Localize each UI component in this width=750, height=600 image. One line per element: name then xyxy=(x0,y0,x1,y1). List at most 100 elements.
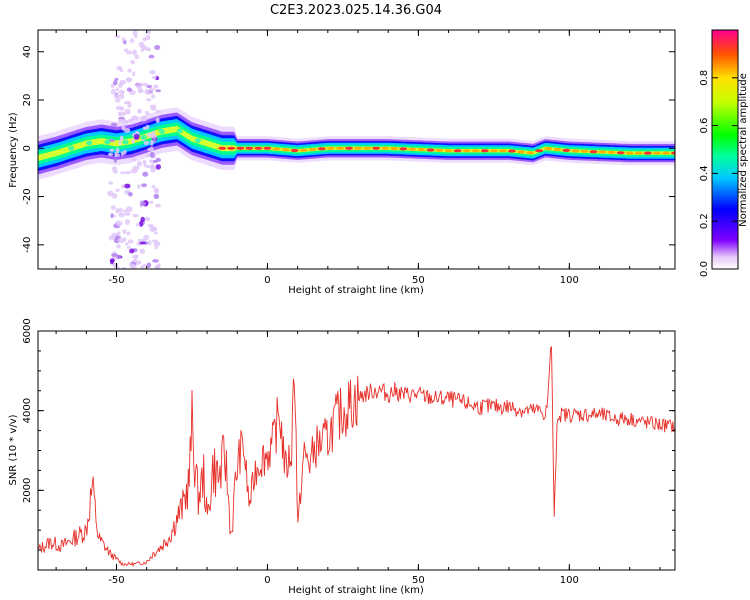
snr-panel: -50 0 50 100 2000 4000 6000 Height of straight… xyxy=(8,318,676,596)
noise-speckle xyxy=(145,35,151,41)
colorbar-frame xyxy=(711,29,739,270)
noise-speckle xyxy=(125,77,133,81)
noise-speckle xyxy=(145,153,150,158)
spectrogram-y-axis-label: Frequency (Hz) xyxy=(8,112,19,188)
noise-speckle xyxy=(110,83,115,88)
ridge-peak xyxy=(535,149,544,153)
noise-speckle xyxy=(149,70,156,75)
ridge-peak xyxy=(176,128,183,134)
noise-speckle xyxy=(146,262,152,268)
ridge-peak xyxy=(254,146,263,150)
ridge-peak xyxy=(652,151,661,155)
noise-speckle xyxy=(131,138,135,144)
noise-speckle xyxy=(125,242,129,246)
noise-speckle xyxy=(152,259,159,263)
ridge-peak xyxy=(462,149,471,153)
noise-speckle xyxy=(140,216,145,222)
noise-speckle xyxy=(155,89,162,93)
snr-x-axis-label: Height of straight line (km) xyxy=(288,585,424,596)
noise-speckle xyxy=(125,206,133,213)
noise-speckle xyxy=(142,171,149,177)
noise-speckle xyxy=(118,212,125,218)
colorbar-tick-label: 0.4 xyxy=(699,165,710,181)
noise-speckle xyxy=(107,152,114,157)
spectrogram-heatmap xyxy=(38,30,675,269)
x-tick-label: 0 xyxy=(264,575,270,586)
noise-speckle xyxy=(107,190,114,197)
noise-speckle xyxy=(131,115,138,121)
noise-speckle xyxy=(141,183,148,188)
ridge-peak xyxy=(616,151,625,155)
noise-speckle xyxy=(119,93,125,100)
y-tick-label: 2000 xyxy=(22,478,33,503)
noise-speckle xyxy=(134,34,138,39)
noise-speckle xyxy=(118,118,123,123)
noise-speckle xyxy=(148,54,155,59)
ridge-peak xyxy=(517,150,525,154)
ridge-peak xyxy=(471,149,480,153)
ridge-peak xyxy=(553,147,562,152)
noise-speckle xyxy=(153,240,161,247)
y-tick-label: -20 xyxy=(22,188,33,204)
ridge-peak xyxy=(453,149,462,153)
ridge-peak xyxy=(634,151,643,155)
y-tick-label: 6000 xyxy=(22,318,33,343)
noise-speckle xyxy=(154,45,161,50)
snr-plot-area xyxy=(38,346,675,568)
ridge-peak xyxy=(345,146,353,150)
ridge-peak xyxy=(435,148,444,152)
noise-speckle xyxy=(115,153,121,157)
ridge-peak xyxy=(245,146,254,150)
noise-speckle xyxy=(117,254,122,259)
noise-speckle xyxy=(127,68,132,73)
noise-speckle xyxy=(153,84,159,89)
noise-speckle xyxy=(151,75,157,80)
noise-speckle xyxy=(123,48,128,52)
ridge-peak xyxy=(426,148,435,152)
noise-speckle xyxy=(133,133,140,140)
noise-speckle xyxy=(121,37,126,42)
snr-y-axis-label: SNR (10 * v/v) xyxy=(8,414,19,485)
noise-speckle xyxy=(130,60,136,65)
noise-speckle xyxy=(137,108,142,114)
snr-series-line xyxy=(38,346,675,568)
ridge-peak xyxy=(625,151,634,155)
ridge-peak xyxy=(299,148,308,152)
noise-speckle xyxy=(117,111,122,117)
noise-speckle xyxy=(134,254,139,259)
spectrogram-band-green xyxy=(38,122,675,165)
noise-speckle xyxy=(119,135,124,141)
ridge-peak xyxy=(158,128,165,134)
noise-speckle xyxy=(116,266,121,269)
noise-speckle xyxy=(122,229,127,235)
ridge-peak xyxy=(562,148,571,152)
noise-speckle xyxy=(150,163,154,168)
spectrogram-x-axis-label: Height of straight line (km) xyxy=(288,285,424,296)
colorbar-tick-label: 0.6 xyxy=(699,118,710,134)
noise-speckle xyxy=(120,151,125,157)
noise-speckle xyxy=(124,183,131,189)
spectrogram-ticks: -50 0 50 100 -40 -20 0 20 40 xyxy=(22,30,675,286)
noise-speckle xyxy=(118,207,123,213)
noise-speckle xyxy=(140,265,144,269)
noise-speckle xyxy=(150,94,156,99)
noise-speckle xyxy=(113,94,121,98)
ridge-peak xyxy=(661,151,670,155)
noise-speckle xyxy=(143,140,150,146)
x-tick-label: 50 xyxy=(412,275,425,286)
noise-speckle xyxy=(121,119,125,123)
noise-speckle xyxy=(153,187,159,193)
noise-speckle xyxy=(116,231,121,236)
noise-speckle xyxy=(129,263,135,269)
noise-speckle xyxy=(139,248,145,254)
noise-speckle xyxy=(114,35,121,39)
noise-speckle xyxy=(124,219,130,226)
noise-speckle xyxy=(116,244,121,249)
noise-speckle xyxy=(126,87,132,92)
noise-speckle xyxy=(153,193,160,199)
noise-speckle xyxy=(149,165,156,170)
noise-speckle xyxy=(149,140,154,146)
colorbar-gradient xyxy=(712,30,738,269)
noise-speckle xyxy=(115,220,123,227)
